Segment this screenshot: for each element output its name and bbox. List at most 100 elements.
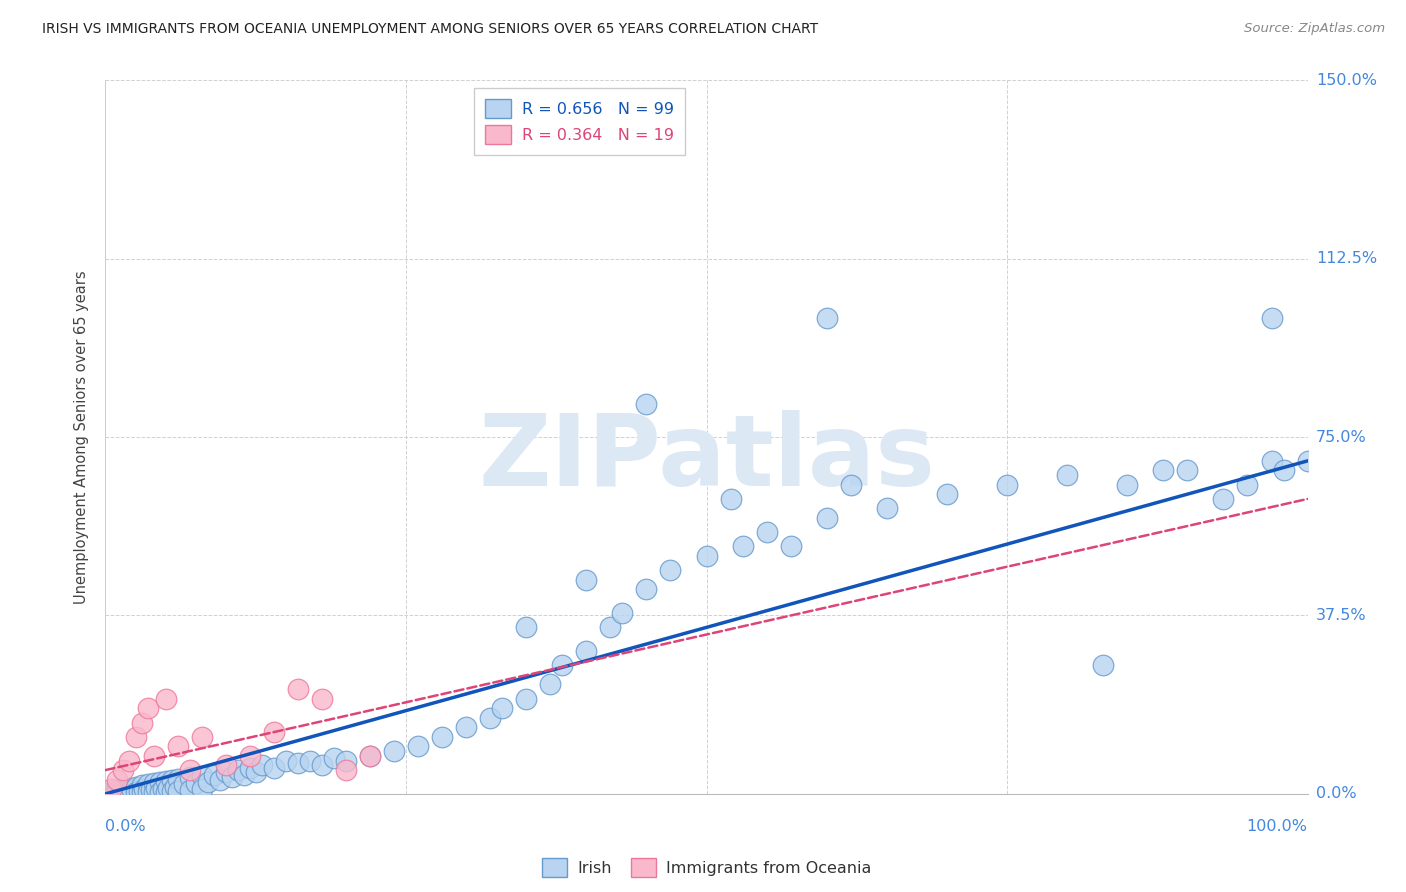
Point <box>139 783 162 797</box>
Text: 100.0%: 100.0% <box>1247 819 1308 834</box>
Point <box>335 763 357 777</box>
Point <box>190 782 212 797</box>
Point <box>263 761 285 775</box>
Point <box>1175 463 1198 477</box>
Point <box>1212 491 1234 506</box>
Point <box>202 768 225 782</box>
Point <box>575 644 598 658</box>
Point <box>232 768 254 782</box>
Point <box>179 783 201 797</box>
Point <box>430 730 453 744</box>
Point <box>208 772 231 787</box>
Point <box>166 772 188 786</box>
Point <box>359 748 381 763</box>
Point <box>121 783 143 797</box>
Point <box>155 773 177 788</box>
Point <box>636 582 658 597</box>
Point <box>118 754 141 768</box>
Point <box>551 658 574 673</box>
Point <box>107 785 129 799</box>
Point <box>454 720 477 734</box>
Point <box>263 725 285 739</box>
Point <box>815 511 838 525</box>
Point <box>148 784 170 798</box>
Point <box>179 763 201 777</box>
Point <box>359 748 381 763</box>
Text: Source: ZipAtlas.com: Source: ZipAtlas.com <box>1244 22 1385 36</box>
Point <box>815 311 838 326</box>
Point <box>124 780 146 794</box>
Point <box>322 751 344 765</box>
Point <box>124 730 146 744</box>
Point <box>731 540 754 554</box>
Text: 0.0%: 0.0% <box>105 819 146 834</box>
Point <box>166 739 188 754</box>
Point <box>112 782 135 797</box>
Point <box>287 682 309 697</box>
Point <box>173 777 195 791</box>
Point <box>112 786 135 800</box>
Point <box>131 715 153 730</box>
Point <box>124 785 146 799</box>
Point <box>155 784 177 798</box>
Point <box>131 778 153 792</box>
Point <box>1260 311 1282 326</box>
Text: ZIPatlas: ZIPatlas <box>478 410 935 507</box>
Point <box>107 772 129 787</box>
Point <box>335 754 357 768</box>
Point <box>118 781 141 796</box>
Legend: Irish, Immigrants from Oceania: Irish, Immigrants from Oceania <box>536 852 877 883</box>
Point <box>226 763 249 777</box>
Text: 0.0%: 0.0% <box>1316 787 1357 801</box>
Point <box>515 691 537 706</box>
Point <box>148 775 170 789</box>
Point <box>936 487 959 501</box>
Point <box>1296 454 1319 468</box>
Point <box>214 758 236 772</box>
Point <box>239 748 262 763</box>
Point <box>1272 463 1295 477</box>
Point <box>142 785 165 799</box>
Point <box>136 701 159 715</box>
Point <box>1056 468 1078 483</box>
Point <box>108 784 131 798</box>
Point <box>636 397 658 411</box>
Point <box>311 758 333 772</box>
Point <box>538 677 561 691</box>
Text: IRISH VS IMMIGRANTS FROM OCEANIA UNEMPLOYMENT AMONG SENIORS OVER 65 YEARS CORREL: IRISH VS IMMIGRANTS FROM OCEANIA UNEMPLO… <box>42 22 818 37</box>
Text: 37.5%: 37.5% <box>1316 608 1367 623</box>
Point <box>142 748 165 763</box>
Point <box>160 772 183 787</box>
Point <box>179 770 201 784</box>
Text: 75.0%: 75.0% <box>1316 430 1367 444</box>
Point <box>1152 463 1174 477</box>
Point <box>575 573 598 587</box>
Point <box>839 477 862 491</box>
Point <box>491 701 513 715</box>
Point <box>190 730 212 744</box>
Point <box>136 777 159 791</box>
Text: 150.0%: 150.0% <box>1316 73 1376 87</box>
Point <box>995 477 1018 491</box>
Point <box>720 491 742 506</box>
Point <box>755 525 778 540</box>
Point <box>1260 454 1282 468</box>
Point <box>1236 477 1258 491</box>
Point <box>696 549 718 563</box>
Point <box>612 606 634 620</box>
Point <box>160 784 183 798</box>
Point <box>479 711 502 725</box>
Point <box>142 776 165 790</box>
Point <box>166 783 188 797</box>
Point <box>184 776 207 790</box>
Text: 112.5%: 112.5% <box>1316 252 1376 266</box>
Point <box>118 785 141 799</box>
Point <box>145 781 167 796</box>
Point <box>659 563 682 577</box>
Point <box>779 540 801 554</box>
Point <box>250 758 273 772</box>
Point <box>515 620 537 634</box>
Point <box>382 744 405 758</box>
Point <box>155 691 177 706</box>
Point <box>152 782 174 797</box>
